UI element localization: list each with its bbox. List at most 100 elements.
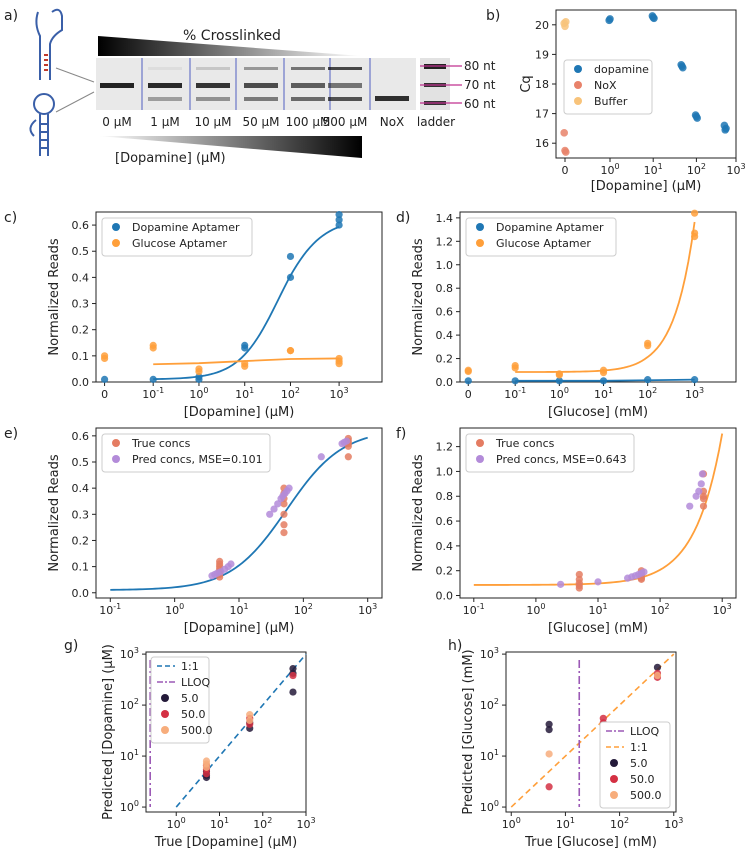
data-point-Glucose Aptamer (511, 364, 519, 372)
tick-exp: 3 (344, 386, 349, 395)
y-tick-label: 0.8 (436, 490, 454, 503)
data-point-Dopamine Aptamer (555, 377, 563, 385)
legend-dot-marker (476, 223, 484, 231)
x-tick-label: 10-1 (142, 386, 164, 401)
data-point-True concs (280, 510, 288, 518)
panel-c: c) (4, 210, 17, 226)
legend-label: True concs (131, 437, 191, 450)
x-tick-label: 100 (167, 816, 186, 831)
identity-line (175, 653, 307, 808)
x-tick-label: 100 (600, 162, 619, 177)
data-point-Dopamine Aptamer (241, 344, 249, 352)
x-tick-label: 101 (556, 816, 575, 831)
data-point-Pred concs, MSE=0.643 (557, 580, 565, 588)
ladder-label-80: 80 nt (464, 59, 496, 73)
gel-band-crosslinked (196, 67, 230, 70)
gel-band-upper (196, 83, 230, 88)
data-point-Dopamine Aptamer (644, 376, 652, 384)
y-tick-label: 0.6 (436, 306, 454, 319)
legend-label: LLOQ (630, 725, 660, 738)
tick-base: 10 (120, 750, 134, 763)
legend-dot-marker (610, 791, 618, 799)
panel-f: f) (396, 426, 406, 442)
y-tick-label: 0.6 (436, 515, 454, 528)
tick-base: 10 (480, 750, 494, 763)
y-tick-label: 0.0 (72, 376, 90, 389)
legend-label: True concs (495, 437, 555, 450)
data-point-Pred concs, MSE=0.643 (695, 487, 703, 495)
chart-panel-e: 10-1 100 101 102 1030.00.10.20.30.40.50.6[Do… (47, 427, 383, 636)
tick-exp: 1 (570, 816, 575, 825)
y-tick-label: 0.0 (436, 376, 454, 389)
data-point-True concs (699, 502, 708, 510)
plot-frame (505, 651, 677, 813)
legend-dot-marker (112, 439, 120, 447)
data-point-Glucose Aptamer (195, 367, 203, 376)
data-point-Dopamine Aptamer (464, 377, 472, 385)
tick-exp: 0 (540, 602, 545, 611)
data-point-Pred concs, MSE=0.101 (342, 437, 351, 445)
plot-frame (95, 211, 383, 383)
y-tick-label: 18 (535, 78, 549, 91)
data-point-Pred concs, MSE=0.643 (640, 568, 648, 576)
chart-panel-f: 10-1 100 101 102 1030.00.20.40.60.81.01.2[Gl… (411, 427, 737, 636)
data-point-Pred concs, MSE=0.101 (270, 505, 278, 513)
tick-exp: 1 (494, 748, 499, 757)
x-axis-label: [Dopamine] (μM) (184, 621, 295, 636)
x-axis-label: [Glucose] (mM) (548, 405, 648, 420)
legend-box (599, 721, 671, 809)
data-point-500.0 (202, 757, 211, 765)
data-point-Pred concs, MSE=0.101 (274, 500, 282, 508)
legend-label: 50.0 (630, 773, 655, 786)
pointer-line (55, 91, 95, 113)
tick-exp: 3 (699, 386, 704, 395)
panel-label-d: d) (396, 210, 410, 226)
data-point-Pred concs, MSE=0.643 (686, 502, 694, 510)
gel-band-upper (328, 83, 362, 88)
gel-band-upper (291, 83, 325, 88)
tick-exp: 1 (243, 602, 248, 611)
lane-label: 10 μM (194, 115, 231, 129)
legend-label: 5.0 (630, 757, 648, 770)
gel-band-lower (244, 97, 278, 101)
tick-exp: 0 (614, 162, 619, 171)
tick-base: 10 (550, 388, 564, 401)
tick-base: 10 (167, 818, 181, 831)
x-tick-label: 10-1 (463, 602, 485, 617)
panel-d: d) (396, 210, 410, 226)
tick-exp: 0 (179, 602, 184, 611)
tick-exp: 3 (310, 816, 315, 825)
x-axis-label: [Dopamine] (μM) (184, 405, 295, 420)
gel-band-crosslinked (148, 67, 182, 70)
data-point-Dopamine Aptamer (195, 375, 203, 383)
x-tick-label: 10-1 (99, 602, 121, 617)
x-tick-label: 103 (330, 386, 349, 401)
tick-base: 10 (504, 388, 518, 401)
tick-base: 10 (480, 648, 494, 661)
data-point-True concs (575, 575, 583, 583)
legend-label: NoX (594, 79, 617, 92)
y-tick-label: 102 (480, 697, 499, 712)
tick-exp: 3 (134, 646, 139, 655)
gradient-wedge-top (98, 36, 362, 56)
tick-base: 10 (253, 818, 267, 831)
data-point-Dopamine Aptamer (100, 375, 109, 383)
fit-curve (110, 436, 368, 591)
legend-dot-marker (574, 97, 582, 105)
legend-dot-marker (161, 726, 169, 734)
plot-frame (145, 651, 307, 813)
tick-base: 10 (235, 388, 249, 401)
tick-base: 10 (210, 818, 224, 831)
tick-base: 10 (142, 388, 156, 401)
gel-band-nox (375, 96, 409, 101)
y-tick-label: 0.0 (72, 587, 90, 600)
fit-curve-Dopamine Aptamer (153, 226, 340, 380)
panel-a: a) % Crosslinked (4, 8, 496, 166)
data-point-dopamine (649, 13, 657, 22)
data-point-Glucose Aptamer (644, 342, 652, 350)
identity-line (510, 653, 675, 808)
data-point-True concs (216, 557, 224, 565)
tick-base: 10 (296, 818, 310, 831)
data-point-Buffer (562, 18, 570, 26)
data-point-Glucose Aptamer (599, 369, 608, 377)
